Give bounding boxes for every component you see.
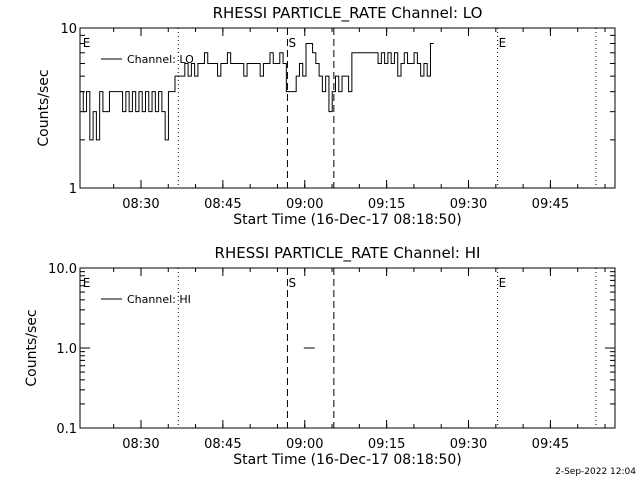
x-axis-label: Start Time (16-Dec-17 08:18:50) — [233, 452, 461, 468]
x-tick-label: 09:15 — [368, 197, 405, 212]
marker-label: S — [288, 276, 296, 290]
x-tick-label: 09:15 — [368, 437, 405, 452]
chart-panel-0 — [80, 28, 615, 188]
y-tick-label: 0.1 — [56, 422, 77, 437]
marker-label: S — [288, 36, 296, 50]
footer-timestamp: 2-Sep-2022 12:04 — [555, 467, 636, 477]
plot-frame — [80, 268, 615, 428]
marker-label: E — [499, 276, 507, 290]
chart-title: RHESSI PARTICLE_RATE Channel: LO — [213, 4, 483, 23]
y-tick-label: 1.0 — [56, 342, 77, 357]
x-tick-label: 09:00 — [286, 197, 323, 212]
legend-label: Channel: HI — [127, 293, 191, 306]
marker-label: E — [83, 36, 91, 50]
chart-title: RHESSI PARTICLE_RATE Channel: HI — [215, 244, 481, 263]
marker-label: E — [83, 276, 91, 290]
x-tick-label: 09:00 — [286, 437, 323, 452]
chart-panel-1 — [80, 268, 615, 428]
x-tick-label: 09:30 — [450, 437, 487, 452]
x-tick-label: 08:30 — [122, 437, 159, 452]
y-tick-label: 10 — [60, 22, 77, 37]
y-axis-label: Counts/sec — [36, 69, 52, 146]
x-tick-label: 09:30 — [450, 197, 487, 212]
x-tick-label: 08:45 — [204, 197, 241, 212]
y-axis-label: Counts/sec — [24, 309, 40, 386]
marker-label: E — [499, 36, 507, 50]
x-tick-label: 08:45 — [204, 437, 241, 452]
plot-frame — [80, 28, 615, 188]
x-tick-label: 08:30 — [122, 197, 159, 212]
legend-label: Channel: LO — [127, 53, 194, 66]
x-tick-label: 09:45 — [532, 437, 569, 452]
x-axis-label: Start Time (16-Dec-17 08:18:50) — [233, 212, 461, 228]
x-tick-label: 09:45 — [532, 197, 569, 212]
y-tick-label: 1 — [69, 182, 77, 197]
y-tick-label: 10.0 — [48, 262, 77, 277]
